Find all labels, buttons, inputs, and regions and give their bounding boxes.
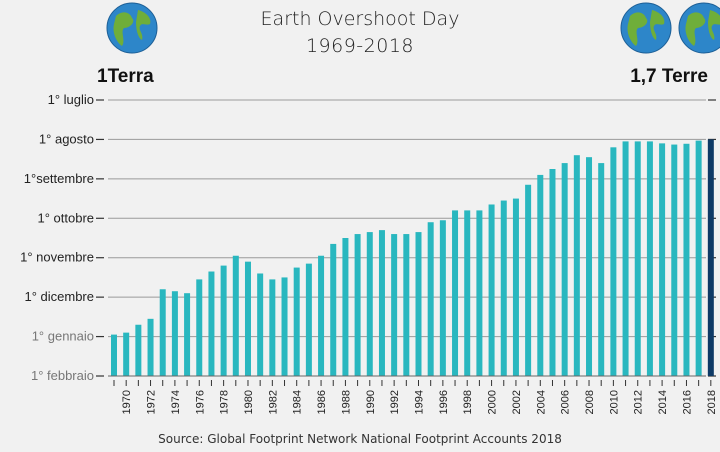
bar-2012 <box>634 141 641 376</box>
bar-1987 <box>330 243 337 376</box>
y-tick-label: 1° luglio <box>48 92 94 107</box>
x-tick-label: 1986 <box>316 390 328 414</box>
x-tick-label: 1970 <box>121 390 133 414</box>
y-tick-label: 1° febbraio <box>31 368 94 383</box>
x-tick-label: 1980 <box>243 390 255 414</box>
bar-1980 <box>244 261 251 376</box>
bar-1982 <box>269 279 276 376</box>
bar-1971 <box>135 324 142 376</box>
bar-2003 <box>525 184 532 376</box>
earth-globe-icon <box>106 2 158 54</box>
y-tick-label: 1° novembre <box>20 250 94 265</box>
bar-2008 <box>586 157 593 376</box>
bar-1976 <box>196 279 203 376</box>
bar-2013 <box>646 141 653 376</box>
bar-1992 <box>391 234 398 376</box>
y-tick-label: 1° agosto <box>39 131 94 146</box>
bar-1974 <box>171 291 178 376</box>
bar-2011 <box>622 141 629 376</box>
bar-2009 <box>598 163 605 376</box>
x-tick-label: 2012 <box>633 390 645 414</box>
x-tick-label: 1990 <box>365 390 377 414</box>
earth-globe-icon-1 <box>620 2 672 54</box>
bar-1998 <box>464 210 471 376</box>
x-tick-label: 2004 <box>535 390 547 414</box>
bar-2006 <box>561 163 568 376</box>
x-tick-label: 2006 <box>560 390 572 414</box>
bar-1996 <box>439 220 446 376</box>
bar-1988 <box>342 238 349 376</box>
x-tick-label: 2016 <box>681 390 693 414</box>
bar-2005 <box>549 169 556 376</box>
bar-1986 <box>318 255 325 376</box>
bar-2018 <box>707 139 714 376</box>
bar-1990 <box>366 232 373 376</box>
x-tick-label: 2002 <box>511 390 523 414</box>
bar-1989 <box>354 234 361 376</box>
bar-2004 <box>537 174 544 376</box>
y-tick-label: 1° ottobre <box>37 210 94 225</box>
bar-1991 <box>378 230 385 376</box>
x-tick-label: 1976 <box>194 390 206 414</box>
source-note: Source: Global Footprint Network Nationa… <box>158 432 562 446</box>
x-tick-label: 2014 <box>657 390 669 414</box>
bar-1973 <box>159 289 166 376</box>
x-tick-label: 1982 <box>267 390 279 414</box>
bar-2014 <box>659 143 666 376</box>
y-tick-label: 1° gennaio <box>32 329 94 344</box>
bar-2001 <box>500 200 507 376</box>
x-tick-label: 1984 <box>292 390 304 414</box>
bar-1983 <box>281 277 288 376</box>
bar-1999 <box>476 210 483 376</box>
bar-1978 <box>220 265 227 376</box>
bar-1970 <box>123 332 130 376</box>
y-tick-label: 1°settembre <box>24 171 94 186</box>
bar-1984 <box>293 267 300 376</box>
bar-1972 <box>147 318 154 376</box>
x-tick-label: 1974 <box>170 390 182 414</box>
x-tick-label: 2008 <box>584 390 596 414</box>
x-tick-label: 2010 <box>608 390 620 414</box>
bar-1994 <box>415 232 422 376</box>
x-tick-label: 1998 <box>462 390 474 414</box>
earth-globe-icon-2 <box>678 2 720 54</box>
bar-1977 <box>208 271 215 376</box>
bar-2017 <box>695 140 702 376</box>
bar-1997 <box>452 210 459 376</box>
one-earth-label: 1Terra <box>97 66 154 87</box>
chart-subtitle: 1969-2018 <box>305 35 415 57</box>
x-tick-label: 1996 <box>438 390 450 414</box>
bar-1985 <box>305 263 312 376</box>
bar-2000 <box>488 204 495 376</box>
y-tick-label: 1° dicembre <box>24 289 94 304</box>
bar-2002 <box>512 198 519 376</box>
bar-1979 <box>232 255 239 376</box>
earths-required-label: 1,7 Terre <box>630 66 708 87</box>
bar-1975 <box>184 293 191 376</box>
bar-2007 <box>573 155 580 376</box>
x-tick-label: 1972 <box>146 390 158 414</box>
x-tick-label: 1988 <box>340 390 352 414</box>
x-tick-label: 2000 <box>487 390 499 414</box>
bar-1993 <box>403 234 410 376</box>
bar-1981 <box>257 273 264 376</box>
chart-title: Earth Overshoot Day <box>260 8 460 30</box>
bar-2010 <box>610 147 617 376</box>
x-tick-label: 2018 <box>706 390 718 414</box>
bar-1995 <box>427 222 434 376</box>
x-tick-label: 1978 <box>219 390 231 414</box>
bar-2016 <box>683 143 690 376</box>
bar-1969 <box>111 334 117 376</box>
x-tick-label: 1994 <box>414 390 426 414</box>
bar-2015 <box>671 144 678 376</box>
x-tick-label: 1992 <box>389 390 401 414</box>
